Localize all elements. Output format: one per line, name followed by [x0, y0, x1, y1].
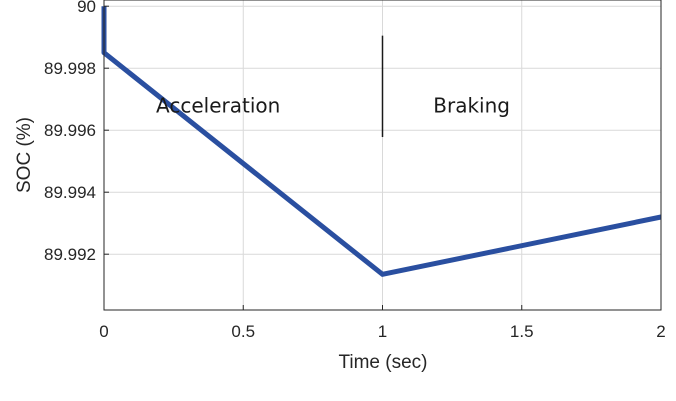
- y-tick-label-3: 89.998: [44, 59, 96, 78]
- x-tick-label-0: 0: [99, 322, 108, 341]
- annotation-1: Braking: [433, 93, 510, 117]
- annotation-0: Acceleration: [156, 93, 280, 117]
- y-axis-label: SOC (%): [14, 117, 35, 193]
- y-tick-label-2: 89.996: [44, 121, 96, 140]
- x-tick-label-1: 0.5: [231, 322, 255, 341]
- y-tick-label-4: 90: [77, 0, 96, 16]
- annotations: Acceleration Braking: [156, 93, 510, 117]
- x-tick-label-3: 1.5: [510, 322, 534, 341]
- y-tick-label-1: 89.994: [44, 183, 96, 202]
- y-tick-label-0: 89.992: [44, 245, 96, 264]
- x-tick-label-2: 1: [378, 322, 387, 341]
- x-tick-label-4: 2: [656, 322, 665, 341]
- x-axis-label: Time (sec): [338, 352, 427, 373]
- y-tick-labels: 89.992 89.994 89.996 89.998 90: [44, 0, 109, 264]
- x-tick-labels: 0 0.5 1 1.5 2: [99, 305, 666, 341]
